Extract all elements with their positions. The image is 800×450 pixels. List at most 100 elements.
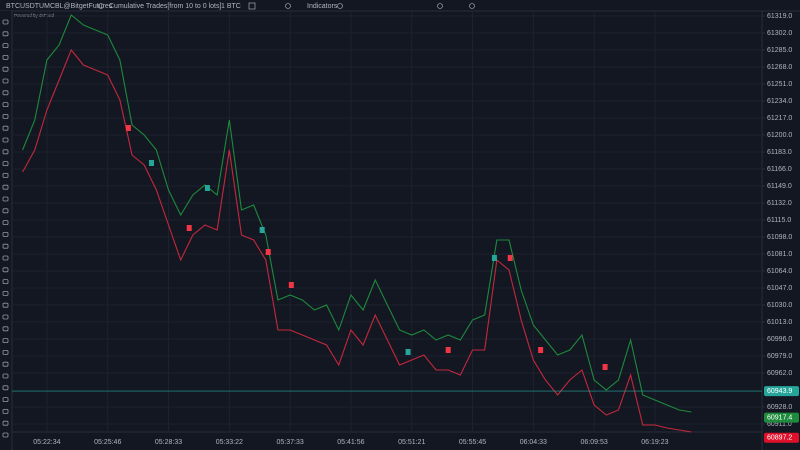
price-label: 60943.9 — [767, 388, 792, 395]
y-tick-label: 61234.0 — [767, 98, 792, 105]
series-line — [22, 14, 692, 413]
tool-icon[interactable] — [2, 114, 9, 119]
y-tick-label: 61285.0 — [767, 47, 792, 54]
x-tick-label: 05:22:34 — [33, 439, 60, 446]
y-tick-label: 60911.0 — [767, 421, 792, 428]
y-tick-label: 61098.0 — [767, 234, 792, 241]
trade-marker — [507, 255, 513, 261]
tool-icon[interactable] — [2, 255, 9, 261]
trade-marker — [445, 347, 451, 353]
tool-icon[interactable] — [2, 338, 9, 344]
tool-icon[interactable] — [2, 55, 9, 60]
chart-type-icon[interactable] — [248, 2, 256, 10]
trade-marker — [148, 160, 154, 166]
y-tick-label: 61268.0 — [767, 64, 792, 71]
tool-icon[interactable] — [2, 314, 9, 320]
tool-icon[interactable] — [2, 373, 9, 379]
x-tick-label: 06:09:53 — [580, 439, 607, 446]
tool-icon[interactable] — [2, 102, 9, 107]
tool-icon[interactable] — [2, 125, 9, 131]
price-label: 60897.2 — [767, 435, 792, 442]
tool-icon[interactable] — [2, 267, 9, 273]
y-tick-label: 61166.0 — [767, 166, 792, 173]
toolbar — [0, 0, 800, 11]
y-tick-label: 60996.0 — [767, 336, 792, 343]
tool-icon[interactable] — [2, 408, 9, 414]
y-tick-label: 61200.0 — [767, 132, 792, 139]
refresh-icon[interactable] — [437, 3, 443, 9]
y-tick-label: 61217.0 — [767, 115, 792, 122]
y-tick-label: 60928.0 — [767, 404, 792, 411]
tool-icon[interactable] — [2, 231, 9, 237]
tool-icons — [2, 19, 9, 438]
x-tick-label: 05:25:46 — [94, 439, 121, 446]
tool-icon[interactable] — [2, 302, 9, 308]
tool-icon[interactable] — [2, 31, 9, 37]
trade-marker — [288, 282, 294, 288]
tool-icon[interactable] — [2, 361, 9, 367]
y-tick-label: 61081.0 — [767, 251, 792, 258]
price-badge — [764, 432, 799, 443]
trade-marker — [491, 255, 497, 261]
trade-marker — [125, 125, 131, 131]
tool-icon[interactable] — [2, 220, 9, 226]
eye-icon[interactable] — [337, 3, 343, 9]
y-tick-label: 61251.0 — [767, 81, 792, 88]
trade-marker — [602, 364, 608, 370]
y-tick-label: 61115.0 — [767, 217, 791, 224]
y-tick-label: 60962.0 — [767, 370, 792, 377]
tool-icon[interactable] — [2, 196, 9, 202]
y-tick-label: 60979.0 — [767, 353, 792, 360]
symbol[interactable]: BTCUSDTUMCBL@BitgetFutures — [6, 3, 113, 10]
trade-marker — [186, 225, 192, 231]
y-tick-label: 61064.0 — [767, 268, 792, 275]
tool-icon[interactable] — [2, 161, 9, 167]
zoom-icon[interactable] — [285, 3, 291, 9]
trade-marker — [265, 249, 271, 255]
tool-icon[interactable] — [2, 43, 9, 48]
settings-icon[interactable] — [469, 3, 475, 9]
lot-size[interactable]: 1 BTC — [221, 3, 241, 10]
indicator-name[interactable]: Cumulative Trades[from 10 to 0 lots] — [109, 3, 221, 10]
tool-icon[interactable] — [2, 78, 9, 84]
y-tick-label: 61030.0 — [767, 302, 792, 309]
tool-icon[interactable] — [2, 243, 9, 249]
trade-marker — [405, 349, 411, 355]
tool-icon[interactable] — [2, 90, 9, 96]
price-badge — [764, 412, 799, 423]
tool-icon[interactable] — [2, 420, 9, 426]
indicators-button[interactable]: Indicators — [307, 3, 338, 10]
tool-icon[interactable] — [2, 397, 9, 403]
trade-marker — [538, 347, 544, 353]
y-tick-label: 61183.0 — [767, 149, 792, 156]
tool-icon[interactable] — [2, 385, 9, 391]
y-tick-label: 61013.0 — [767, 319, 792, 326]
tool-icon[interactable] — [2, 326, 9, 332]
trade-marker — [204, 185, 210, 191]
tool-icon[interactable] — [2, 432, 9, 438]
tool-icon[interactable] — [2, 149, 9, 155]
tool-icon[interactable] — [2, 172, 9, 178]
tool-icon[interactable] — [2, 66, 9, 72]
tool-icon[interactable] — [2, 19, 9, 25]
price-label: 60917.4 — [767, 414, 792, 421]
tool-icon[interactable] — [2, 290, 9, 296]
price-badge — [764, 386, 799, 397]
tool-icon[interactable] — [2, 184, 9, 190]
search-icon[interactable] — [98, 3, 104, 9]
trade-marker — [259, 227, 265, 233]
tool-icon[interactable] — [2, 349, 9, 355]
x-tick-label: 05:55:45 — [459, 439, 486, 446]
tool-icon[interactable] — [2, 208, 9, 214]
plot: 61319.0 61302.0 61285.0 61268.0 61251.0 61234… — [12, 11, 799, 446]
tool-icon[interactable] — [2, 279, 9, 285]
series-line — [22, 48, 692, 433]
tool-icon[interactable] — [2, 137, 9, 143]
y-tick-label: 61319.0 — [767, 13, 792, 20]
y-tick-label: 61149.0 — [767, 183, 792, 190]
x-tick-label: 05:28:33 — [155, 439, 182, 446]
x-tick-label: 05:37:33 — [276, 439, 303, 446]
x-tick-label: 05:41:56 — [337, 439, 364, 446]
x-tick-label: 05:51:21 — [398, 439, 425, 446]
